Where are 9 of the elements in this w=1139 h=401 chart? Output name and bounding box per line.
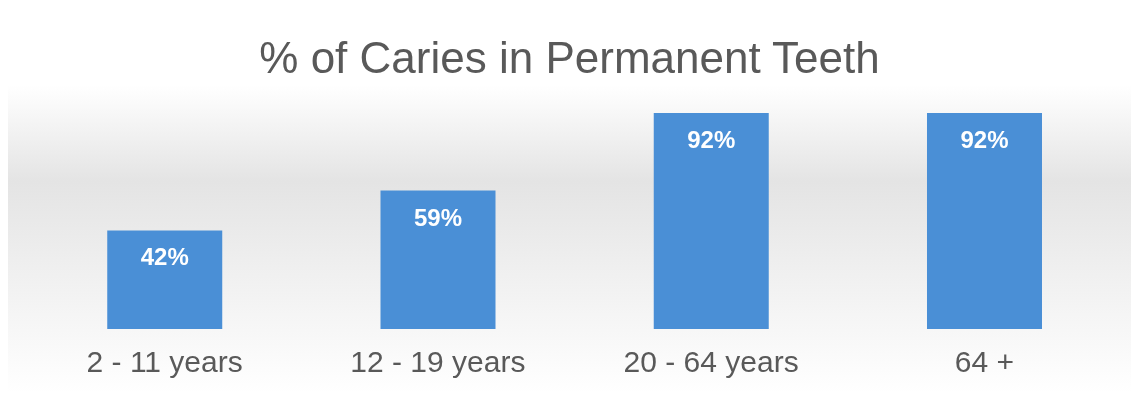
data-label: 42%	[140, 243, 189, 271]
x-tick-label: 64 +	[954, 345, 1014, 379]
x-tick-label: 2 - 11 years	[86, 345, 243, 379]
data-label: 59%	[413, 203, 463, 231]
x-tick-label: 20 - 64 years	[623, 345, 799, 379]
chart-title: % of Caries in Permanent Teeth	[258, 32, 881, 84]
data-label: 92%	[960, 126, 1009, 154]
x-tick-label: 12 - 19 years	[350, 345, 526, 379]
data-label: 92%	[687, 126, 736, 154]
